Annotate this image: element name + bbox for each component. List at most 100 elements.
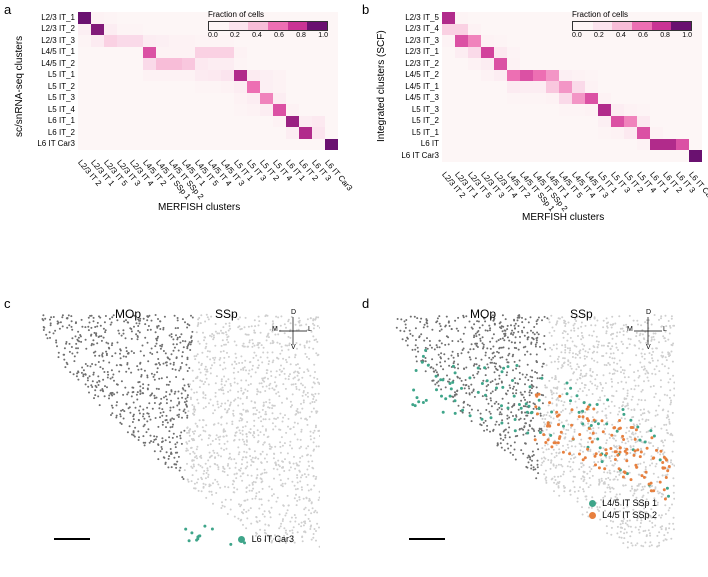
gray-dot <box>436 344 438 346</box>
gray-dot <box>558 399 560 401</box>
gray-dot <box>589 470 591 472</box>
gray-dot <box>587 351 589 353</box>
gray-dot <box>71 346 73 348</box>
gray-dot <box>183 410 185 412</box>
gray-dot <box>518 365 520 367</box>
gray-dot <box>638 377 640 379</box>
gray-dot <box>536 323 538 325</box>
gray-dot <box>284 458 286 460</box>
heatmap-cell <box>481 150 494 162</box>
gray-dot <box>655 373 657 375</box>
gray-dot <box>580 439 582 441</box>
gray-dot <box>575 353 577 355</box>
gray-dot <box>241 480 243 482</box>
gray-dot <box>127 322 129 324</box>
gray-dot <box>459 377 461 379</box>
highlight-dot <box>639 439 642 442</box>
gray-dot <box>163 457 165 459</box>
gray-dot <box>570 330 572 332</box>
gray-dot <box>298 523 300 525</box>
gray-dot <box>230 383 232 385</box>
gray-dot <box>651 373 653 375</box>
gray-dot <box>59 328 61 330</box>
ylabel: L2/3 IT_3 <box>23 35 75 47</box>
gray-dot <box>151 320 153 322</box>
gray-dot <box>623 334 625 336</box>
gray-dot <box>170 363 172 365</box>
heatmap-cell <box>208 58 221 70</box>
gray-dot <box>426 322 428 324</box>
legend-label: L4/5 IT SSp 1 <box>602 498 657 508</box>
gray-dot <box>117 342 119 344</box>
gray-dot <box>644 353 646 355</box>
gray-dot <box>603 345 605 347</box>
gray-dot <box>262 451 264 453</box>
gray-dot <box>504 437 506 439</box>
gray-dot <box>524 335 526 337</box>
gray-dot <box>502 439 504 441</box>
gray-dot <box>602 326 604 328</box>
gray-dot <box>640 414 642 416</box>
gray-dot <box>200 372 202 374</box>
gray-dot <box>214 463 216 465</box>
heatmap-cell <box>143 24 156 36</box>
gray-dot <box>246 444 248 446</box>
gray-dot <box>548 380 550 382</box>
gray-dot <box>203 383 205 385</box>
highlight-dot <box>412 389 415 392</box>
gray-dot <box>158 325 160 327</box>
highlight-dot <box>411 403 414 406</box>
gray-dot <box>161 437 163 439</box>
gray-dot <box>583 471 585 473</box>
heatmap-cell <box>481 58 494 70</box>
gray-dot <box>215 396 217 398</box>
gray-dot <box>654 368 656 370</box>
gray-dot <box>234 516 236 518</box>
heatmap-cell <box>117 116 130 128</box>
gray-dot <box>294 542 296 544</box>
gray-dot <box>564 357 566 359</box>
gray-dot <box>204 321 206 323</box>
gray-dot <box>561 344 563 346</box>
heatmap-cell <box>182 93 195 105</box>
gray-dot <box>268 360 270 362</box>
gray-dot <box>178 416 180 418</box>
gray-dot <box>670 400 672 402</box>
gray-dot <box>562 445 564 447</box>
gray-dot <box>576 407 578 409</box>
gray-dot <box>540 413 542 415</box>
gray-dot <box>185 441 187 443</box>
gray-dot <box>305 394 307 396</box>
gray-dot <box>157 426 159 428</box>
gray-dot <box>220 388 222 390</box>
gray-dot <box>486 429 488 431</box>
gray-dot <box>182 387 184 389</box>
highlight-dot <box>501 370 504 373</box>
gray-dot <box>73 360 75 362</box>
heatmap-cell <box>156 12 169 24</box>
gray-dot <box>595 432 597 434</box>
gray-dot <box>312 467 314 469</box>
highlight-dot <box>547 438 550 441</box>
gray-dot <box>174 315 176 317</box>
gray-dot <box>607 345 609 347</box>
gray-dot <box>618 411 620 413</box>
gray-dot <box>303 508 305 510</box>
gray-dot <box>219 357 221 359</box>
gray-dot <box>192 474 194 476</box>
gray-dot <box>58 322 60 324</box>
gray-dot <box>469 356 471 358</box>
gray-dot <box>465 392 467 394</box>
gray-dot <box>315 318 317 320</box>
gray-dot <box>567 444 569 446</box>
gray-dot <box>297 379 299 381</box>
gray-dot <box>468 385 470 387</box>
gray-dot <box>631 409 633 411</box>
gray-dot <box>165 419 167 421</box>
gray-dot <box>577 335 579 337</box>
gray-dot <box>168 430 170 432</box>
gray-dot <box>312 432 314 434</box>
gray-dot <box>475 343 477 345</box>
gray-dot <box>635 526 637 528</box>
gray-dot <box>289 373 291 375</box>
